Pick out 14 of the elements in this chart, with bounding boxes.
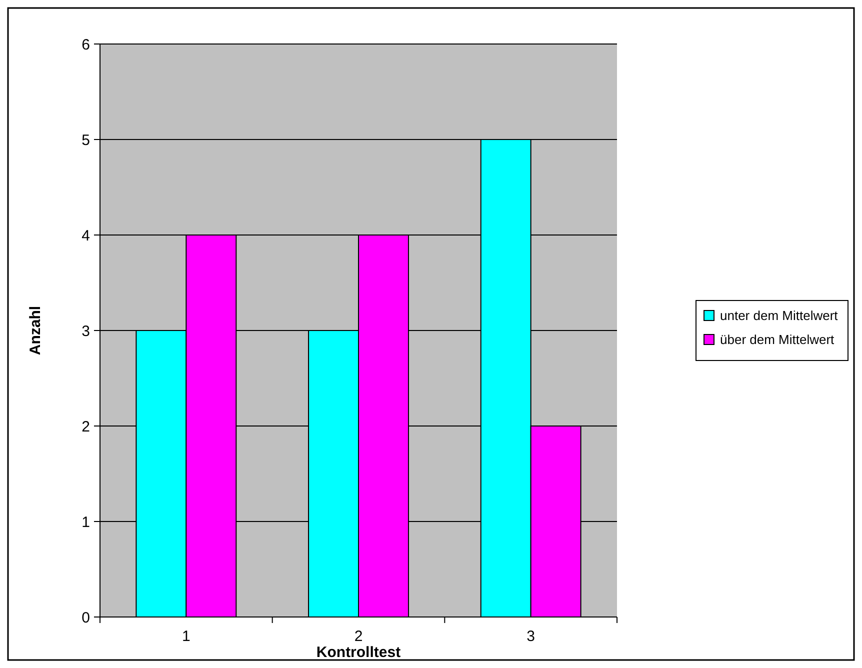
- y-tick-label: 5: [82, 132, 90, 149]
- y-tick-label: 1: [82, 514, 90, 531]
- y-tick-label: 0: [82, 609, 90, 626]
- legend-label: unter dem Mittelwert: [720, 308, 838, 324]
- x-axis-title: Kontrolltest: [316, 644, 401, 661]
- x-tick-label: 1: [182, 628, 190, 645]
- legend-label: über dem Mittelwert: [720, 332, 835, 348]
- y-axis-title: Anzahl: [27, 306, 44, 356]
- y-tick-label: 3: [82, 322, 90, 340]
- y-tick-label: 2: [82, 418, 90, 436]
- x-tick-label: 2: [354, 628, 363, 645]
- y-tick-label: 6: [82, 36, 90, 54]
- x-tick-label: 3: [526, 628, 536, 645]
- y-tick-label: 4: [82, 227, 90, 244]
